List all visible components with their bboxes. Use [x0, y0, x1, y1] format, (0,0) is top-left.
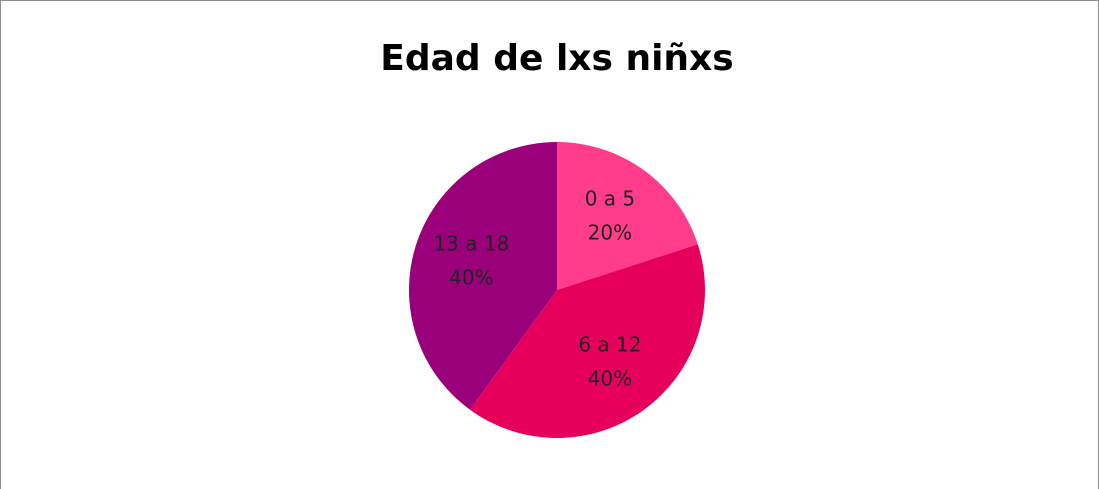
slice-category-label: 0 a 5 [585, 187, 635, 211]
slice-category-label: 13 a 18 [433, 232, 509, 256]
pie-slice [409, 142, 557, 410]
slice-value-label: 40% [588, 366, 632, 390]
slice-category-label: 6 a 12 [578, 332, 641, 356]
slice-value-label: 40% [449, 266, 493, 290]
pie-slice [470, 244, 705, 439]
chart-title: Edad de lxs niñxs [380, 38, 733, 79]
slice-value-label: 20% [588, 221, 632, 245]
pie-slice [557, 142, 698, 290]
